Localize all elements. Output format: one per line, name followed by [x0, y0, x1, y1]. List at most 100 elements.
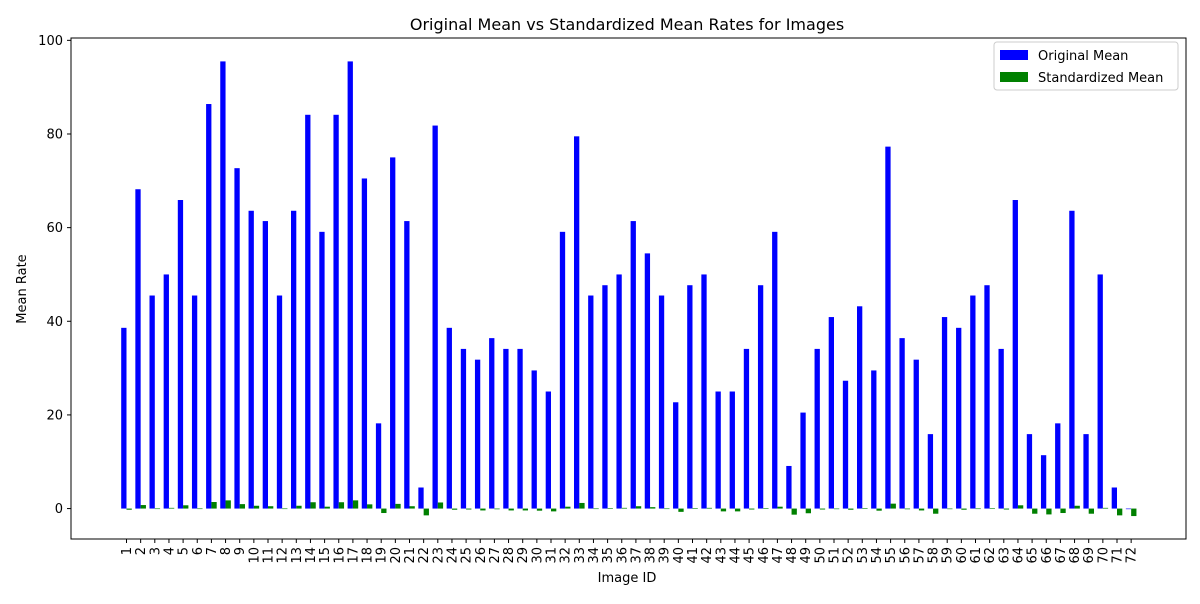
x-tick-label: 13: [290, 547, 305, 564]
bar-original-mean-64: [1012, 200, 1018, 509]
bar-original-mean-28: [503, 348, 509, 509]
bar-original-mean-17: [347, 61, 353, 509]
bar-original-mean-33: [574, 136, 580, 509]
x-tick-label: 52: [842, 547, 857, 564]
bar-standardized-mean-23: [437, 502, 444, 509]
x-tick-label: 47: [771, 547, 786, 564]
x-tick-label: 40: [672, 547, 687, 564]
legend-swatch-standardized-mean: [1000, 72, 1028, 82]
x-tick-label: 51: [828, 547, 843, 564]
x-tick-label: 28: [502, 547, 517, 564]
bar-original-mean-13: [291, 210, 297, 509]
bar-standardized-mean-28: [508, 508, 514, 511]
bar-standardized-mean-51: [834, 508, 840, 510]
x-tick-label: 43: [714, 547, 729, 564]
bar-original-mean-47: [772, 231, 778, 509]
bar-standardized-mean-44: [734, 508, 741, 512]
bar-standardized-mean-32: [565, 506, 571, 509]
x-tick-label: 64: [1011, 547, 1026, 564]
plot-frame: [70, 37, 1187, 540]
x-tick-label: 58: [927, 547, 942, 564]
x-tick-label: 21: [403, 547, 418, 564]
x-tick-label: 20: [389, 547, 404, 564]
bar-standardized-mean-8: [225, 500, 231, 509]
x-tick-label: 3: [148, 547, 163, 555]
x-tick-label: 16: [332, 547, 347, 564]
bar-original-mean-58: [927, 434, 934, 509]
x-tick-label: 15: [318, 547, 333, 564]
x-tick-label: 44: [728, 547, 743, 564]
bar-original-mean-32: [559, 231, 566, 509]
bar-original-mean-26: [474, 359, 481, 509]
bar-original-mean-57: [913, 359, 919, 509]
x-tick-label: 30: [530, 547, 545, 564]
x-tick-label: 7: [205, 547, 220, 555]
x-tick-label: 26: [474, 547, 489, 564]
bar-standardized-mean-66: [1046, 508, 1052, 515]
bar-standardized-mean-54: [876, 508, 882, 511]
bar-standardized-mean-21: [409, 506, 415, 509]
bar-original-mean-37: [630, 221, 636, 509]
bar-original-mean-36: [616, 274, 622, 509]
x-tick-label: 14: [304, 547, 319, 564]
bar-original-mean-65: [1026, 434, 1033, 509]
bar-original-mean-15: [319, 231, 325, 509]
bar-original-mean-3: [149, 295, 155, 509]
x-tick-label: 66: [1040, 547, 1055, 564]
bar-original-mean-70: [1097, 274, 1103, 509]
bar-standardized-mean-69: [1088, 508, 1094, 514]
x-tick-label: 2: [134, 547, 149, 555]
bar-standardized-mean-64: [1017, 505, 1024, 509]
legend-label-original-mean: Original Mean: [1038, 49, 1128, 64]
bar-original-mean-39: [658, 295, 665, 509]
x-tick-label: 31: [545, 547, 560, 564]
x-tick-label: 36: [615, 547, 630, 564]
bar-original-mean-7: [206, 104, 212, 509]
x-tick-label: 60: [955, 547, 970, 564]
x-tick-label: 9: [233, 547, 248, 555]
x-tick-label: 24: [445, 547, 460, 564]
bar-original-mean-20: [390, 157, 396, 509]
bar-original-mean-48: [786, 465, 792, 509]
bar-standardized-mean-22: [423, 508, 429, 516]
bar-standardized-mean-34: [593, 508, 599, 510]
x-tick-label: 10: [247, 547, 262, 564]
bar-original-mean-61: [970, 295, 976, 509]
bar-standardized-mean-52: [848, 508, 854, 510]
bar-standardized-mean-16: [338, 502, 345, 509]
bar-original-mean-68: [1069, 210, 1075, 509]
bar-standardized-mean-60: [961, 508, 967, 510]
bar-standardized-mean-19: [381, 508, 387, 514]
bar-original-mean-18: [361, 178, 368, 509]
bar-standardized-mean-48: [791, 508, 797, 515]
bar-standardized-mean-11: [268, 506, 274, 509]
x-tick-label: 29: [516, 547, 531, 564]
bar-standardized-mean-9: [239, 504, 245, 509]
bar-original-mean-66: [1040, 455, 1047, 509]
x-tick-label: 23: [431, 547, 446, 564]
bar-standardized-mean-25: [466, 508, 472, 510]
bar-original-mean-54: [871, 370, 877, 509]
bar-standardized-mean-39: [664, 508, 670, 510]
bar-standardized-mean-4: [168, 507, 175, 509]
bar-standardized-mean-3: [154, 508, 161, 510]
x-tick-label: 37: [629, 547, 644, 564]
bar-original-mean-31: [545, 391, 551, 509]
bar-standardized-mean-30: [536, 508, 543, 511]
bar-original-mean-25: [460, 348, 467, 509]
bar-standardized-mean-40: [678, 508, 684, 512]
x-tick-label: 54: [870, 547, 885, 564]
bar-original-mean-53: [857, 306, 863, 509]
x-tick-label: 17: [346, 547, 361, 564]
bar-standardized-mean-24: [451, 508, 458, 510]
x-tick-label: 8: [219, 547, 234, 555]
bar-original-mean-69: [1083, 434, 1089, 509]
bar-standardized-mean-67: [1060, 508, 1066, 514]
bar-original-mean-30: [531, 370, 537, 509]
bar-original-mean-1: [121, 327, 127, 509]
bar-standardized-mean-18: [367, 504, 373, 509]
x-tick-label: 65: [1026, 547, 1041, 564]
bar-original-mean-21: [404, 221, 410, 509]
bar-standardized-mean-57: [918, 508, 925, 511]
